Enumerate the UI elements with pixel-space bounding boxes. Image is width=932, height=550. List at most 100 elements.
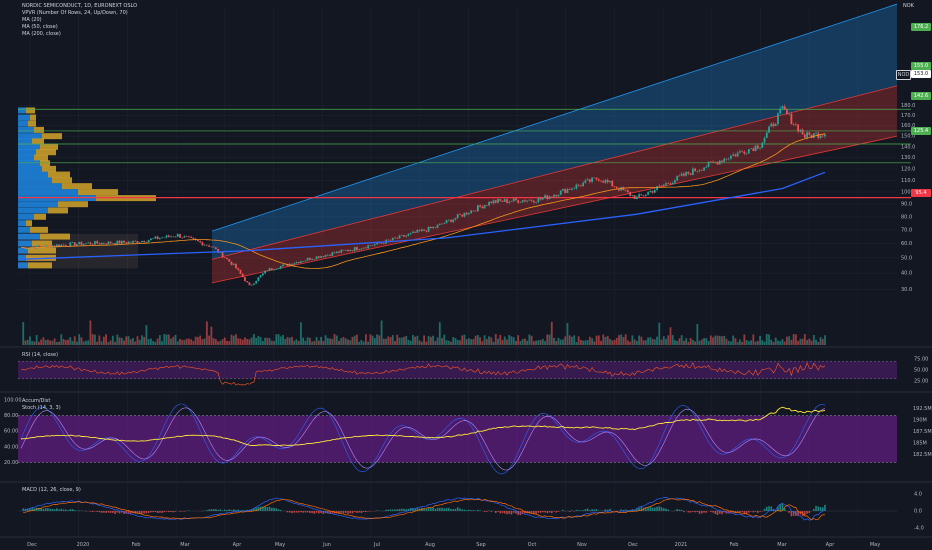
macd-axis-tick: 4.0: [914, 492, 922, 498]
candle-body: [752, 148, 755, 152]
macd-histogram-bar: [100, 511, 103, 513]
volume-bar: [546, 334, 549, 345]
macd-histogram-bar: [645, 508, 647, 511]
macd-histogram-bar: [750, 511, 752, 512]
volume-bar: [114, 341, 116, 345]
macd-histogram-bar: [808, 511, 811, 514]
volume-bar: [765, 334, 768, 345]
macd-histogram-bar: [633, 509, 636, 511]
volume-bar: [591, 338, 593, 345]
volume-bar: [418, 340, 421, 345]
macd-histogram-bar: [503, 511, 506, 514]
candle-body: [503, 199, 506, 202]
volume-profile-up: [18, 107, 26, 114]
macd-histogram-bar: [349, 511, 352, 514]
candle-body: [494, 200, 497, 203]
volume-profile-up: [18, 183, 62, 190]
macd-histogram-bar: [40, 507, 42, 511]
macd-histogram-bar: [461, 509, 463, 511]
candle-body: [676, 175, 679, 181]
volume-bar: [662, 336, 665, 345]
candle-body: [147, 240, 150, 242]
macd-histogram-bar: [347, 511, 349, 514]
candle-body: [622, 187, 625, 191]
volume-bar: [277, 334, 280, 345]
candle-body: [295, 262, 298, 264]
candle-body: [674, 180, 676, 183]
candle-body: [322, 256, 325, 257]
volume-bar: [584, 340, 587, 345]
volume-bar: [165, 334, 168, 345]
volume-bar: [129, 339, 132, 345]
macd-histogram-bar: [338, 511, 340, 514]
macd-histogram-bar: [120, 511, 123, 513]
macd-histogram-bar: [745, 511, 748, 515]
candle-body: [600, 180, 602, 182]
candle-body: [250, 284, 253, 286]
candle-body: [454, 217, 457, 220]
macd-histogram-bar: [264, 506, 266, 511]
volume-profile-up: [18, 160, 40, 167]
volume-bar: [295, 339, 298, 345]
volume-bar: [360, 339, 363, 345]
macd-histogram-bar: [454, 508, 457, 511]
macd-histogram-bar: [73, 510, 76, 511]
time-axis-tick: Apr: [233, 542, 243, 548]
candle-body: [60, 244, 63, 247]
candle-body: [264, 270, 267, 274]
candle-body: [470, 210, 473, 214]
candle-body: [266, 270, 269, 272]
volume-bar: [266, 337, 269, 345]
volume-bar: [665, 338, 667, 345]
macd-histogram-bar: [450, 508, 452, 511]
candle-body: [335, 251, 338, 254]
volume-bar: [199, 335, 202, 345]
candle-body: [246, 281, 249, 283]
volume-bar: [445, 340, 448, 345]
macd-histogram-bar: [291, 511, 293, 514]
candle-body: [376, 242, 378, 245]
volume-bar: [212, 338, 215, 345]
macd-histogram-bar: [206, 510, 208, 511]
macd-histogram-bar: [183, 511, 186, 512]
candle-body: [226, 258, 228, 260]
volume-bar: [33, 341, 36, 345]
candle-body: [759, 147, 761, 149]
volume-bar: [454, 338, 457, 345]
candle-body: [313, 259, 316, 260]
candle-body: [414, 231, 417, 233]
volume-bar: [309, 337, 311, 345]
accdist-axis-tick: 182.5M: [913, 452, 932, 458]
candle-body: [481, 206, 484, 209]
volume-bar: [158, 335, 161, 345]
macd-histogram-bar: [300, 511, 302, 513]
candle-body: [208, 245, 211, 247]
candle-body: [118, 240, 121, 244]
candle-body: [777, 113, 779, 124]
macd-histogram-bar: [705, 511, 708, 513]
macd-histogram-bar: [288, 511, 291, 513]
currency-label: NOK: [903, 3, 914, 9]
volume-bar: [559, 339, 562, 345]
macd-histogram-bar: [71, 509, 74, 511]
volume-bar: [255, 337, 258, 345]
macd-histogram-bar: [586, 508, 589, 511]
candle-body: [546, 195, 549, 200]
macd-histogram-bar: [327, 511, 329, 514]
macd-histogram-bar: [472, 509, 475, 511]
volume-bar: [537, 340, 540, 345]
volume-bar: [120, 338, 123, 345]
volume-bar: [250, 337, 253, 345]
candle-body: [727, 158, 730, 160]
macd-histogram-bar: [506, 511, 508, 515]
volume-bar: [620, 334, 623, 345]
candle-body: [62, 244, 65, 246]
macd-histogram-bar: [763, 508, 766, 511]
macd-histogram-bar: [304, 511, 307, 513]
candle-body: [221, 251, 224, 258]
time-axis-tick: Aug: [425, 542, 435, 548]
volume-bar: [618, 335, 620, 345]
macd-histogram-bar: [595, 509, 598, 511]
macd-histogram-bar: [577, 510, 580, 511]
volume-bar: [526, 340, 529, 345]
